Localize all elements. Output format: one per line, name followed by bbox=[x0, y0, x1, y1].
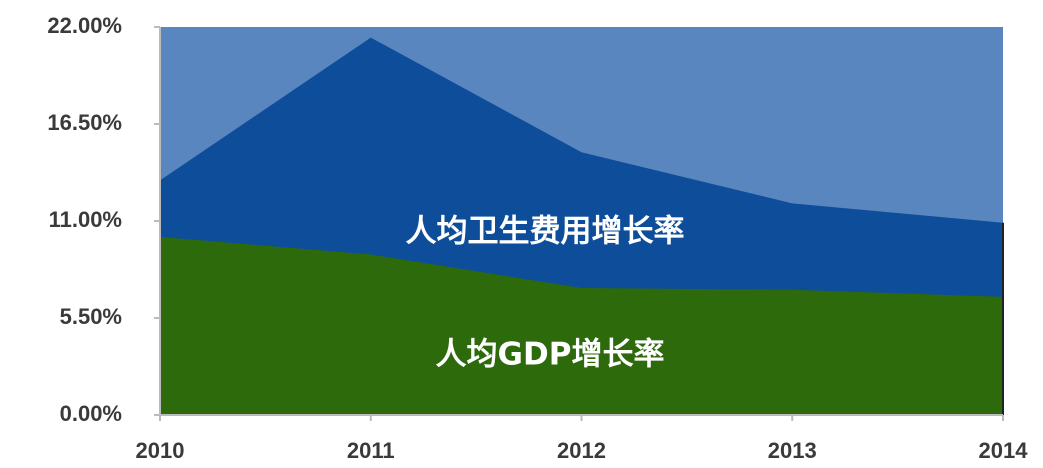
area bbox=[160, 236, 1003, 415]
x-tick-label: 2013 bbox=[768, 438, 817, 463]
y-tick-label: 16.50% bbox=[47, 110, 122, 135]
y-tick-label: 0.00% bbox=[60, 401, 122, 426]
x-tick-label: 2010 bbox=[136, 438, 185, 463]
x-tick-label: 2011 bbox=[347, 438, 395, 463]
series-label: 人均GDP增长率 bbox=[436, 337, 665, 373]
x-tick-label: 2014 bbox=[979, 438, 1029, 463]
y-tick-label: 5.50% bbox=[60, 304, 122, 329]
x-tick-label: 2012 bbox=[557, 438, 606, 463]
y-tick-label: 22.00% bbox=[47, 13, 122, 38]
series-label: 人均卫生费用增长率 bbox=[406, 214, 685, 250]
y-tick-label: 11.00% bbox=[49, 207, 122, 232]
